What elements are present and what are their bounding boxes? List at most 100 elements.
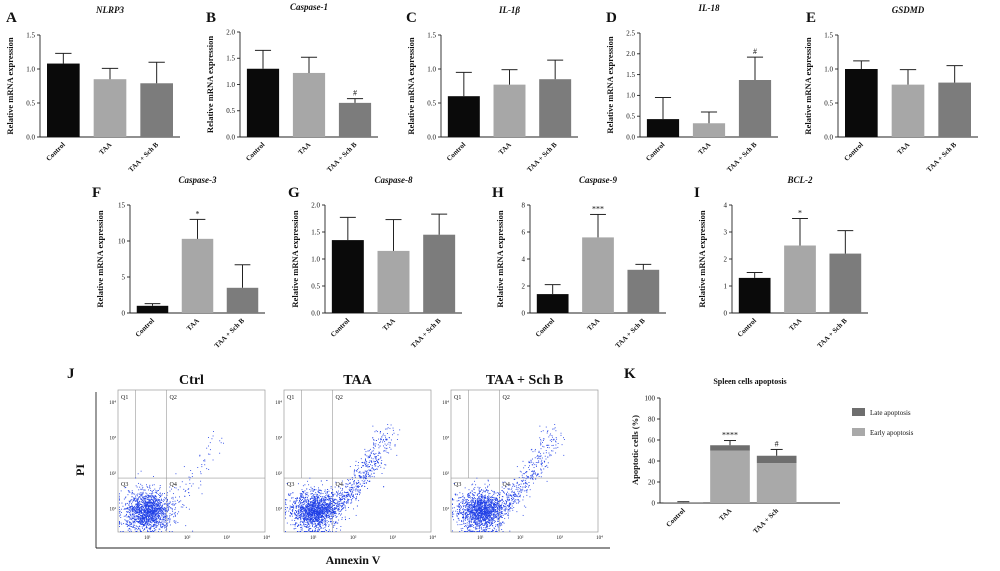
event-point: [326, 505, 328, 507]
event-point: [314, 503, 316, 505]
event-point: [143, 489, 145, 491]
event-point: [138, 513, 139, 515]
event-point: [315, 525, 317, 526]
event-point: [326, 506, 328, 508]
event-point: [119, 506, 120, 508]
event-point: [200, 471, 202, 473]
event-point: [309, 505, 311, 506]
event-point: [551, 450, 552, 452]
event-point: [137, 502, 139, 503]
event-point: [166, 523, 168, 525]
event-point: [126, 502, 128, 504]
event-point: [312, 521, 314, 523]
event-point: [329, 508, 331, 510]
event-point: [381, 436, 383, 438]
event-point: [503, 509, 505, 511]
event-point: [158, 516, 160, 517]
event-point: [387, 424, 389, 426]
event-point: [319, 489, 321, 491]
event-point: [289, 515, 291, 517]
event-point: [478, 507, 480, 509]
event-point: [309, 511, 311, 513]
event-point: [305, 512, 307, 514]
event-point: [493, 505, 495, 507]
event-point: [312, 519, 314, 521]
event-point: [535, 464, 537, 466]
event-point: [148, 506, 150, 508]
event-point: [138, 482, 140, 484]
event-point: [305, 518, 307, 520]
event-point: [142, 524, 144, 526]
event-point: [127, 507, 128, 509]
event-point: [119, 522, 120, 524]
event-point: [119, 512, 121, 514]
event-point: [470, 519, 472, 521]
event-point: [480, 526, 482, 528]
event-point: [160, 527, 162, 528]
event-point: [489, 509, 491, 511]
event-point: [167, 511, 169, 513]
event-point: [329, 504, 330, 506]
event-point: [154, 492, 156, 494]
event-point: [150, 504, 152, 506]
event-point: [147, 521, 149, 523]
event-point: [320, 492, 322, 494]
event-point: [306, 514, 308, 516]
event-point: [491, 496, 492, 498]
event-point: [534, 472, 536, 474]
event-point: [158, 490, 159, 491]
event-point: [140, 512, 142, 514]
event-point: [331, 507, 332, 508]
event-point: [166, 526, 168, 528]
event-point: [146, 486, 148, 488]
event-point: [359, 489, 361, 491]
event-point: [143, 501, 145, 503]
event-point: [120, 531, 122, 532]
event-point: [182, 506, 184, 508]
event-point: [317, 497, 318, 499]
event-point: [220, 442, 222, 444]
event-point: [518, 492, 520, 494]
event-point: [502, 531, 504, 532]
event-point: [142, 517, 144, 519]
event-point: [341, 493, 343, 495]
event-point: [302, 495, 304, 497]
event-point: [482, 489, 484, 491]
event-point: [325, 513, 327, 515]
event-point: [324, 511, 326, 513]
event-point: [305, 504, 307, 506]
event-point: [328, 506, 330, 508]
event-point: [306, 506, 308, 507]
event-point: [137, 502, 139, 504]
event-point: [315, 492, 317, 494]
event-point: [520, 471, 522, 473]
event-point: [353, 482, 355, 484]
event-point: [166, 510, 168, 512]
event-point: [136, 506, 138, 508]
event-point: [300, 508, 302, 510]
event-point: [299, 511, 301, 513]
event-point: [368, 462, 370, 463]
event-point: [301, 496, 303, 498]
event-point: [394, 445, 396, 447]
event-point: [174, 500, 176, 502]
event-point: [337, 505, 339, 507]
bar: [246, 68, 280, 137]
event-point: [326, 507, 328, 509]
event-point: [299, 522, 301, 524]
event-point: [367, 457, 369, 459]
event-point: [512, 499, 514, 500]
event-point: [134, 520, 135, 522]
event-point: [142, 502, 143, 504]
event-point: [315, 527, 317, 529]
event-point: [320, 500, 322, 502]
event-point: [307, 505, 309, 507]
event-point: [311, 521, 313, 523]
event-point: [312, 494, 314, 496]
event-point: [315, 508, 317, 510]
event-point: [136, 503, 138, 505]
event-point: [159, 488, 161, 490]
y-tick-label: 10²: [276, 471, 283, 477]
event-point: [348, 488, 350, 490]
event-point: [473, 522, 475, 524]
